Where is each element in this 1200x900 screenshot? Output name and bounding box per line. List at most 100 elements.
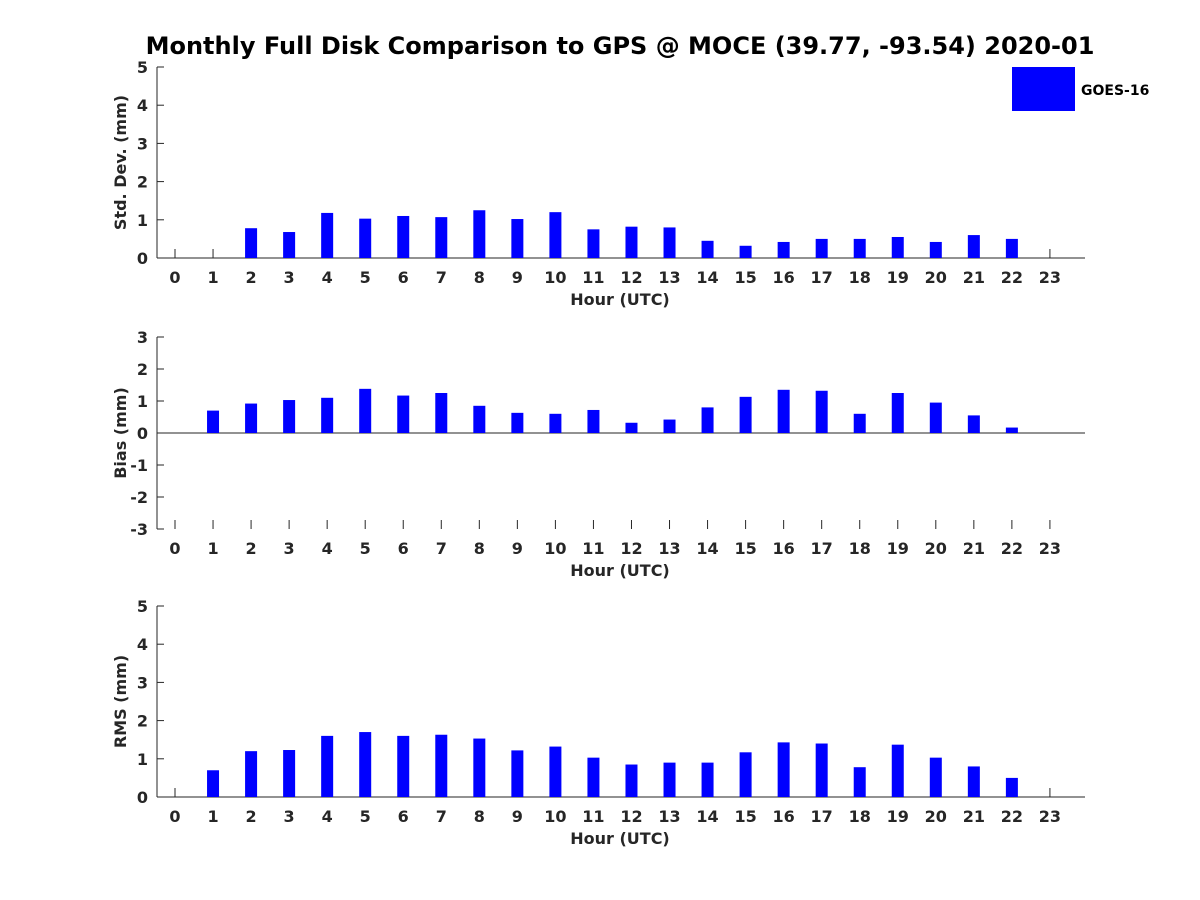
bar-11 bbox=[587, 757, 600, 797]
bar-9 bbox=[511, 219, 524, 258]
x-tick-label: 16 bbox=[773, 807, 795, 826]
bar-18 bbox=[853, 767, 866, 797]
x-tick-label: 18 bbox=[849, 539, 871, 558]
x-tick-label: 10 bbox=[544, 539, 566, 558]
x-tick-label: 7 bbox=[436, 268, 447, 287]
bar-16 bbox=[777, 742, 790, 797]
bar-22 bbox=[1005, 238, 1018, 258]
bar-19 bbox=[891, 744, 904, 797]
bar-14 bbox=[701, 240, 714, 258]
bar-5 bbox=[359, 218, 372, 258]
bar-20 bbox=[929, 757, 942, 797]
x-tick-label: 11 bbox=[582, 539, 604, 558]
bar-2 bbox=[245, 228, 258, 258]
y-tick-label: 3 bbox=[137, 134, 148, 153]
x-tick-label: 10 bbox=[544, 268, 566, 287]
legend-swatch-goes-16 bbox=[1012, 67, 1075, 111]
x-tick-label: 16 bbox=[773, 539, 795, 558]
bar-15 bbox=[739, 752, 752, 797]
bar-8 bbox=[473, 210, 486, 258]
y-tick-label: -3 bbox=[130, 520, 148, 539]
bar-19 bbox=[891, 393, 904, 433]
y-tick-label: 0 bbox=[137, 249, 148, 268]
x-tick-label: 3 bbox=[284, 807, 295, 826]
bar-4 bbox=[321, 212, 334, 258]
x-tick-label: 7 bbox=[436, 539, 447, 558]
x-tick-label: 4 bbox=[322, 539, 333, 558]
x-tick-label: 21 bbox=[963, 268, 985, 287]
bar-16 bbox=[777, 389, 790, 433]
x-tick-label: 8 bbox=[474, 539, 485, 558]
x-tick-label: 20 bbox=[925, 539, 947, 558]
x-tick-label: 7 bbox=[436, 807, 447, 826]
y-axis-label: RMS (mm) bbox=[111, 655, 130, 748]
x-tick-label: 23 bbox=[1039, 807, 1061, 826]
x-tick-label: 21 bbox=[963, 807, 985, 826]
x-tick-label: 20 bbox=[925, 268, 947, 287]
y-tick-label: 3 bbox=[137, 328, 148, 347]
bar-10 bbox=[549, 746, 562, 797]
bar-1 bbox=[207, 770, 220, 797]
y-tick-label: 1 bbox=[137, 392, 148, 411]
bar-5 bbox=[359, 732, 372, 797]
bar-19 bbox=[891, 236, 904, 258]
y-tick-label: 1 bbox=[137, 750, 148, 769]
x-tick-label: 18 bbox=[849, 268, 871, 287]
chart-title: Monthly Full Disk Comparison to GPS @ MO… bbox=[146, 32, 1095, 60]
x-tick-label: 8 bbox=[474, 807, 485, 826]
bar-5 bbox=[359, 388, 372, 433]
x-tick-label: 23 bbox=[1039, 539, 1061, 558]
x-tick-label: 19 bbox=[887, 268, 909, 287]
x-tick-label: 15 bbox=[734, 539, 756, 558]
bar-4 bbox=[321, 735, 334, 797]
x-tick-label: 17 bbox=[811, 807, 833, 826]
bar-8 bbox=[473, 738, 486, 797]
x-tick-label: 21 bbox=[963, 539, 985, 558]
x-tick-label: 18 bbox=[849, 807, 871, 826]
bar-12 bbox=[625, 422, 638, 433]
x-tick-label: 14 bbox=[696, 539, 718, 558]
x-tick-label: 0 bbox=[169, 539, 180, 558]
bar-12 bbox=[625, 226, 638, 258]
x-tick-label: 9 bbox=[512, 539, 523, 558]
y-axis-label: Std. Dev. (mm) bbox=[111, 95, 130, 230]
bar-4 bbox=[321, 397, 334, 433]
x-tick-label: 1 bbox=[207, 807, 218, 826]
x-tick-label: 11 bbox=[582, 807, 604, 826]
bar-13 bbox=[663, 227, 676, 258]
bar-13 bbox=[663, 762, 676, 797]
y-tick-label: 2 bbox=[137, 360, 148, 379]
bar-7 bbox=[435, 734, 448, 797]
x-tick-label: 5 bbox=[360, 539, 371, 558]
bar-16 bbox=[777, 241, 790, 258]
bar-11 bbox=[587, 409, 600, 433]
x-axis-label: Hour (UTC) bbox=[570, 829, 670, 848]
bar-9 bbox=[511, 412, 524, 433]
x-tick-label: 13 bbox=[658, 268, 680, 287]
x-tick-label: 3 bbox=[284, 268, 295, 287]
x-tick-label: 14 bbox=[696, 268, 718, 287]
bar-9 bbox=[511, 750, 524, 797]
x-tick-label: 0 bbox=[169, 268, 180, 287]
y-axis-label: Bias (mm) bbox=[111, 387, 130, 479]
x-tick-label: 20 bbox=[925, 807, 947, 826]
y-tick-label: 4 bbox=[137, 635, 148, 654]
bar-12 bbox=[625, 764, 638, 797]
x-axis-label: Hour (UTC) bbox=[570, 290, 670, 309]
x-tick-label: 22 bbox=[1001, 539, 1023, 558]
y-tick-label: 4 bbox=[137, 96, 148, 115]
bar-15 bbox=[739, 245, 752, 258]
x-tick-label: 9 bbox=[512, 268, 523, 287]
x-tick-label: 1 bbox=[207, 539, 218, 558]
x-tick-label: 14 bbox=[696, 807, 718, 826]
x-tick-label: 11 bbox=[582, 268, 604, 287]
bar-13 bbox=[663, 419, 676, 433]
legend-label-goes-16: GOES-16 bbox=[1081, 83, 1149, 99]
bar-10 bbox=[549, 212, 562, 258]
x-axis-label: Hour (UTC) bbox=[570, 561, 670, 580]
bar-6 bbox=[397, 735, 410, 797]
x-tick-label: 19 bbox=[887, 807, 909, 826]
